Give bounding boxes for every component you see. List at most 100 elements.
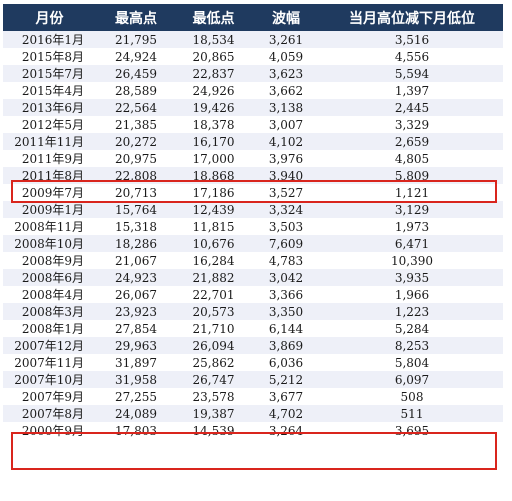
cell-high: 26,067: [115, 287, 157, 302]
cell-month: 2011年8月: [3, 167, 96, 184]
cell-month: 2012年5月: [21, 118, 84, 132]
cell-diff: 4,556: [394, 49, 430, 64]
cell-high: 21,795: [96, 31, 176, 48]
cell-range: 3,007: [268, 117, 304, 132]
data-table-wrapper: 月份 最高点 最低点 波幅 当月高位减下月低位 2016年1月 21,795 18,…: [3, 4, 503, 439]
cell-month: 2007年8月: [3, 405, 96, 422]
cell-month: 2008年6月: [3, 269, 96, 286]
cell-diff: 3,695: [394, 423, 430, 438]
cell-low: 22,837: [176, 65, 251, 82]
cell-month: 2008年1月: [21, 322, 84, 336]
cell-diff: 1,121: [394, 185, 430, 200]
cell-diff: 2,659: [321, 133, 503, 150]
cell-low: 18,534: [176, 31, 251, 48]
cell-low: 26,747: [176, 371, 251, 388]
table-row: 2007年10月 31,958 26,747 5,212 6,097: [3, 371, 503, 388]
cell-high: 22,808: [96, 167, 176, 184]
cell-month: 2007年12月: [3, 337, 96, 354]
cell-diff: 3,516: [321, 31, 503, 48]
table-row: 2008年1月 27,854 21,710 6,144 5,284: [3, 320, 503, 337]
cell-high: 24,089: [96, 405, 176, 422]
cell-range: 6,036: [268, 355, 304, 370]
table-row: 2011年9月 20,975 17,000 3,976 4,805: [3, 150, 503, 167]
cell-range: 3,042: [251, 269, 321, 286]
cell-month: 2013年6月: [3, 99, 96, 116]
table-row: 2011年8月 22,808 18,868 3,940 5,809: [3, 167, 503, 184]
cell-diff: 5,804: [394, 355, 430, 370]
table-header-row: 月份 最高点 最低点 波幅 当月高位减下月低位: [3, 4, 503, 31]
cell-range: 3,527: [268, 185, 304, 200]
cell-month: 2008年10月: [3, 235, 96, 252]
table-row: 2007年9月 27,255 23,578 3,677 508: [3, 388, 503, 405]
cell-range: 3,503: [268, 219, 304, 234]
cell-low: 24,926: [192, 83, 235, 98]
cell-range: 3,324: [251, 201, 321, 218]
cell-range: 3,264: [268, 423, 304, 438]
cell-month: 2008年4月: [21, 288, 84, 302]
cell-low: 11,815: [192, 219, 235, 234]
table-row: 2008年6月 24,923 21,882 3,042 3,935: [3, 269, 503, 286]
cell-low: 25,862: [192, 355, 235, 370]
cell-diff: 1,973: [394, 219, 430, 234]
cell-high: 20,975: [115, 151, 157, 166]
cell-low: 16,284: [192, 253, 235, 268]
table-row: 2015年4月 28,589 24,926 3,662 1,397: [3, 82, 503, 99]
cell-low: 22,701: [192, 287, 235, 302]
cell-diff: 5,594: [321, 65, 503, 82]
table-body: 2016年1月 21,795 18,534 3,261 3,516 2015年8月 24,9…: [3, 31, 503, 439]
cell-range: 3,350: [251, 303, 321, 320]
market-range-table: 月份 最高点 最低点 波幅 当月高位减下月低位 2016年1月 21,795 18,…: [3, 4, 503, 439]
cell-high: 20,272: [96, 133, 176, 150]
cell-high: 22,564: [96, 99, 176, 116]
header-month: 月份: [3, 4, 96, 31]
cell-diff: 6,097: [321, 371, 503, 388]
cell-month: 2007年11月: [14, 356, 84, 370]
cell-month: 2008年9月: [21, 254, 84, 268]
cell-range: 3,261: [251, 31, 321, 48]
cell-low: 23,578: [192, 389, 235, 404]
table-row: 2008年4月 26,067 22,701 3,366 1,966: [3, 286, 503, 303]
table-row: 2007年12月 29,963 26,094 3,869 8,253: [3, 337, 503, 354]
table-row: 2007年11月 31,897 25,862 6,036 5,804: [3, 354, 503, 371]
cell-low: 17,186: [192, 185, 235, 200]
highlight-box-2007-09-08: [11, 432, 497, 470]
cell-high: 15,764: [96, 201, 176, 218]
cell-high: 31,958: [96, 371, 176, 388]
cell-month: 2015年4月: [21, 84, 84, 98]
cell-month: 2008年11月: [14, 220, 84, 234]
cell-diff: 3,935: [321, 269, 503, 286]
cell-range: 4,783: [268, 253, 304, 268]
table-row: 2016年1月 21,795 18,534 3,261 3,516: [3, 31, 503, 48]
header-range: 波幅: [251, 4, 321, 31]
cell-diff: 4,805: [394, 151, 430, 166]
cell-range: 3,366: [268, 287, 304, 302]
cell-low: 21,882: [176, 269, 251, 286]
table-row: 2015年7月 26,459 22,837 3,623 5,594: [3, 65, 503, 82]
table-row: 2000年9月 17,803 14,539 3,264 3,695: [3, 422, 503, 439]
cell-low: 17,000: [192, 151, 235, 166]
cell-low: 19,426: [176, 99, 251, 116]
cell-diff: 2,445: [321, 99, 503, 116]
cell-range: 6,144: [268, 321, 304, 336]
cell-diff: 1,397: [394, 83, 430, 98]
cell-range: 3,677: [268, 389, 304, 404]
cell-high: 18,286: [96, 235, 176, 252]
cell-high: 23,923: [96, 303, 176, 320]
cell-month: 2000年9月: [21, 424, 84, 438]
cell-low: 18,868: [176, 167, 251, 184]
cell-low: 18,378: [192, 117, 235, 132]
cell-range: 3,869: [251, 337, 321, 354]
cell-month: 2015年7月: [3, 65, 96, 82]
highlight-box-2011-08: [11, 180, 497, 203]
table-row: 2008年9月 21,067 16,284 4,783 10,390: [3, 252, 503, 269]
cell-high: 27,854: [115, 321, 157, 336]
cell-high: 24,924: [115, 49, 157, 64]
cell-month: 2009年1月: [3, 201, 96, 218]
cell-range: 3,623: [251, 65, 321, 82]
cell-high: 21,067: [115, 253, 157, 268]
cell-diff: 3,129: [321, 201, 503, 218]
cell-diff: 5,809: [321, 167, 503, 184]
cell-low: 14,539: [192, 423, 235, 438]
cell-range: 5,212: [251, 371, 321, 388]
cell-high: 21,385: [115, 117, 157, 132]
